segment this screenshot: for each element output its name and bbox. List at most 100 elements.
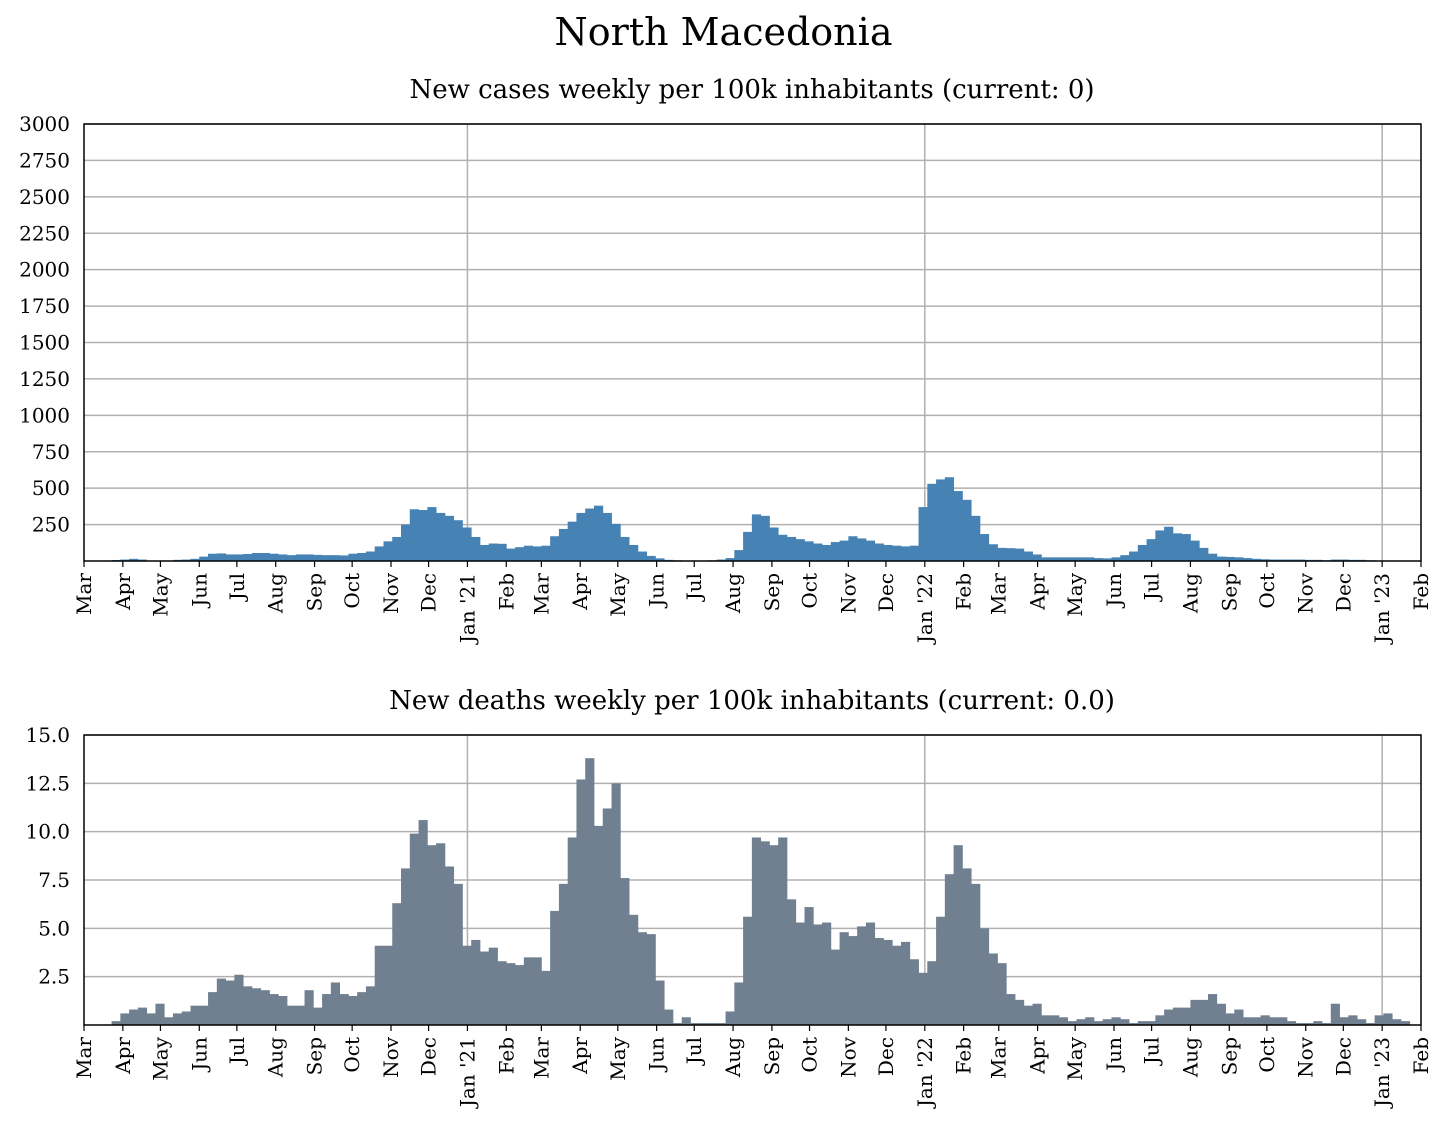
bar (1129, 1023, 1139, 1025)
bar (655, 558, 665, 561)
bar (129, 558, 139, 561)
bar (365, 986, 376, 1025)
bar (1067, 1021, 1077, 1025)
bar (295, 1005, 305, 1025)
x-tick-label: Jun (187, 573, 211, 609)
bar (1251, 558, 1262, 561)
bar (418, 820, 428, 1025)
x-tick-label: Sep (760, 573, 784, 611)
bar (743, 916, 753, 1025)
x-tick-label: Feb (952, 573, 976, 610)
bar (1181, 1007, 1191, 1025)
bar (365, 551, 376, 561)
y-tick-label: 2250 (19, 221, 70, 245)
bar (927, 483, 937, 561)
bar (137, 1007, 148, 1025)
x-tick-label: Jul (682, 1037, 706, 1066)
y-tick-label: 2500 (19, 185, 70, 209)
x-tick-label: Apr (568, 1037, 592, 1075)
bar (1400, 1021, 1411, 1025)
x-tick-label: Apr (111, 573, 135, 611)
bar (1032, 1003, 1042, 1025)
x-tick-label: Mar (987, 1037, 1011, 1079)
bar (979, 534, 990, 561)
x-tick-label: Nov (1294, 1036, 1318, 1078)
bar (295, 554, 305, 561)
bar (900, 941, 911, 1025)
bar (286, 555, 297, 561)
bar (962, 499, 972, 561)
bar (804, 541, 814, 561)
x-tick-label: Sep (760, 1037, 784, 1075)
bar (488, 947, 498, 1025)
bar (1234, 1009, 1244, 1025)
bar (936, 479, 946, 561)
bar (479, 951, 490, 1025)
bar (1137, 1021, 1147, 1025)
deaths-chart: 2.5 5.0 7.5 10.0 12.5 15.0 Mar Apr May Jun Jul Aug S… (25, 723, 1433, 1109)
bar (199, 1005, 209, 1025)
x-tick-label: Nov (836, 572, 860, 614)
bar (453, 520, 463, 561)
bar (1102, 558, 1112, 561)
bar (348, 553, 358, 561)
bar (1137, 544, 1147, 561)
bar (181, 1011, 191, 1025)
bar (637, 551, 648, 561)
bar (567, 521, 577, 561)
x-tick-label: Nov (379, 1036, 403, 1078)
bar (401, 524, 411, 561)
x-tick-label: Nov (836, 1036, 860, 1078)
bar (664, 1009, 674, 1025)
bar (208, 553, 218, 561)
bar (541, 545, 551, 561)
bar (1023, 551, 1033, 561)
bar (409, 833, 419, 1025)
bar (278, 554, 288, 561)
x-tick-label: Oct (1255, 1037, 1279, 1073)
x-tick-label: Jul (682, 573, 706, 602)
bar (997, 547, 1007, 561)
bar (1225, 1013, 1235, 1025)
bar (699, 1023, 709, 1025)
x-tick-label: Apr (568, 573, 592, 611)
bar (1015, 999, 1025, 1025)
x-tick-label: Jul (225, 1037, 249, 1066)
bar (1243, 1017, 1253, 1025)
x-tick-label: Apr (1026, 1037, 1050, 1075)
bar (1085, 1017, 1095, 1025)
bar (427, 845, 437, 1025)
x-tick-label: Sep (1217, 573, 1241, 611)
bar (497, 961, 507, 1025)
x-tick-label: Nov (379, 572, 403, 614)
x-tick-label: Apr (1026, 573, 1050, 611)
bar (786, 536, 797, 561)
bar (997, 963, 1007, 1025)
bar (918, 507, 928, 561)
bar (523, 545, 533, 561)
bar (383, 945, 393, 1025)
bar (339, 555, 349, 561)
bar (155, 1003, 165, 1025)
bar (1172, 1007, 1183, 1025)
bar (1093, 1021, 1104, 1025)
bar (1155, 1015, 1165, 1025)
x-tick-label: Oct (798, 573, 822, 609)
bar (1129, 551, 1139, 561)
bar (988, 544, 998, 561)
bar (243, 986, 253, 1025)
bar (225, 980, 235, 1025)
x-tick-label: May (148, 572, 172, 616)
bar (1207, 553, 1218, 561)
bar (1058, 557, 1069, 561)
bar (234, 974, 244, 1025)
bar (444, 515, 455, 561)
bar (1032, 554, 1042, 561)
x-tick-label: Aug (264, 573, 288, 614)
bar (813, 924, 823, 1025)
bar (1120, 1019, 1130, 1025)
bar (1093, 558, 1104, 561)
x-tick-label: Nov (1294, 572, 1318, 614)
x-tick-label: Jul (1140, 1037, 1164, 1066)
bar (269, 553, 279, 561)
